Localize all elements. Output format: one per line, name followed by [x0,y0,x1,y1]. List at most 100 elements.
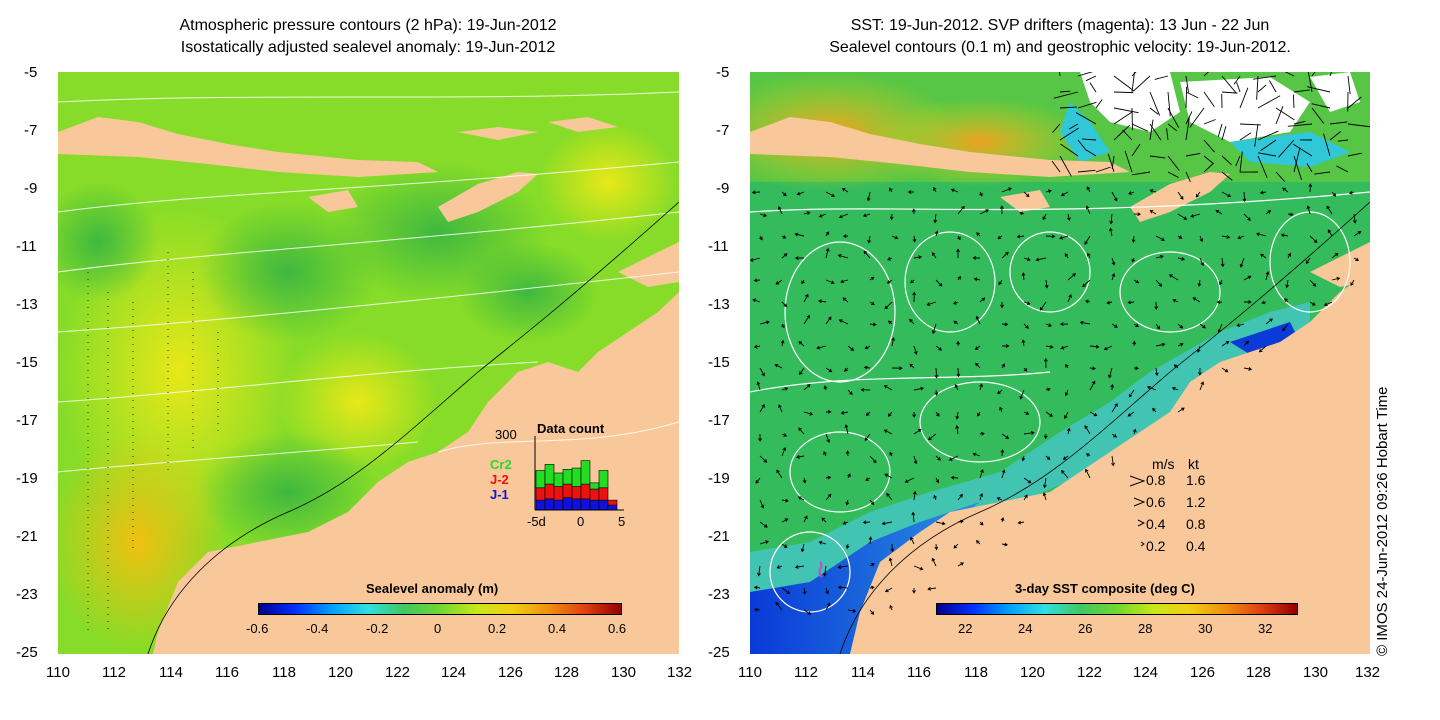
velocity-arrow [1089,366,1096,371]
velocity-arrow [884,587,893,593]
velocity-arrow [1280,233,1289,238]
right-title-line2: Sealevel contours (0.1 m) and geostrophi… [829,39,1291,56]
velocity-arrow [1001,363,1005,369]
velocity-arrow [1331,191,1337,197]
velocity-arrow [974,345,981,350]
velocity-arrow [1306,163,1313,173]
velocity-arrow [825,409,832,414]
cb-tick: 0.6 [608,621,627,636]
velocity-arrow [1323,301,1333,307]
velocity-arrow [889,213,894,221]
velocity-arrow [1154,367,1159,377]
velocity-arrow [1085,205,1091,215]
velocity-arrow [1001,344,1010,348]
velocity-arrow [757,565,761,577]
velocity-arrow [1021,339,1026,347]
velocity-arrow [847,389,853,395]
velocity-arrow [781,387,789,391]
lon-tick: 130 [1303,664,1329,681]
velocity-arrow [1052,123,1061,133]
velocity-arrow [1111,455,1115,467]
velocity-arrow [1077,169,1096,173]
velocity-arrow [1110,383,1115,391]
velocity-arrow [847,609,857,613]
velocity-arrow [979,383,983,391]
velocity-arrow [1045,323,1053,327]
data-count-bar-j2 [598,487,609,501]
velocity-arrow [912,235,917,243]
velocity-arrow [751,190,761,195]
cb-tick: 32 [1258,621,1273,636]
left-title-line1: Atmospheric pressure contours (2 hPa): 1… [179,17,557,34]
cb-tick: 28 [1138,621,1153,636]
velocity-arrow [1084,299,1091,304]
velocity-arrow [1086,149,1097,157]
velocity-arrow [1066,427,1071,435]
velocity-arrow [1081,138,1097,141]
velocity-arrow [934,543,939,551]
velocity-arrow [863,365,871,370]
velocity-arrow [1254,123,1259,147]
left-title-line2: Isostatically adjusted sealevel anomaly:… [180,39,556,56]
data-count-bar-j1 [571,498,582,511]
velocity-arrow [1292,143,1313,157]
velocity-arrow [1077,72,1094,77]
velocity-arrow [1131,123,1149,132]
velocity-arrow [845,450,850,457]
velocity-arrow [781,301,788,308]
data-count-bar-cr2 [535,470,546,489]
velocity-arrow [1059,90,1071,93]
velocity-arrow [869,609,875,615]
data-count-bar-j2 [571,486,582,500]
velocity-arrow [1089,344,1100,349]
lon-tick: 112 [102,664,126,681]
velocity-arrow [1113,107,1139,114]
velocity-arrow [1124,150,1133,173]
velocity-arrow [890,543,895,553]
velocity-arrow [825,316,832,325]
lon-tick: 132 [1355,664,1381,681]
velocity-key-ms: 0.4 [1146,516,1166,532]
velocity-arrow [1059,235,1069,240]
velocity-arrow [1077,101,1097,109]
data-count-bar-j2 [553,486,564,501]
velocity-arrow [1256,232,1267,237]
data-count-bar-j2 [535,487,546,501]
velocity-key-arrows [1129,475,1146,547]
right-colorbar [936,603,1298,615]
velocity-arrow [889,451,893,457]
velocity-arrow [777,206,783,215]
velocity-arrow [1051,160,1061,173]
velocity-arrow [1152,407,1157,413]
velocity-arrow [1045,189,1052,194]
velocity-arrow [1023,367,1028,372]
velocity-arrow [1149,189,1157,193]
lon-tick: 126 [498,664,524,681]
velocity-arrow [825,247,830,259]
velocity-arrow [1256,75,1259,100]
velocity-arrow [911,511,916,523]
velocity-arrow [1257,95,1281,109]
velocity-arrow [1060,143,1079,157]
velocity-arrow [956,340,961,347]
velocity-arrow [759,540,769,545]
velocity-arrow [869,563,875,567]
velocity-arrow [1113,91,1134,94]
velocity-arrow [821,517,827,523]
right-map [750,72,1370,654]
velocity-arrow [1220,257,1225,268]
velocity-arrow [953,543,959,549]
velocity-arrow [1311,72,1316,77]
data-count-chart [534,436,624,511]
velocity-arrow [1353,257,1360,262]
velocity-arrow [886,279,893,284]
velocity-arrow [1327,229,1333,237]
velocity-arrow [1133,323,1139,327]
velocity-key-kt: 1.2 [1186,494,1206,510]
velocity-arrow [1239,132,1252,141]
velocity-arrow [1128,191,1135,195]
data-count-bar-j2 [589,488,600,501]
velocity-arrow [781,498,789,503]
velocity-arrow [1233,75,1241,85]
velocity-arrow [869,455,877,464]
